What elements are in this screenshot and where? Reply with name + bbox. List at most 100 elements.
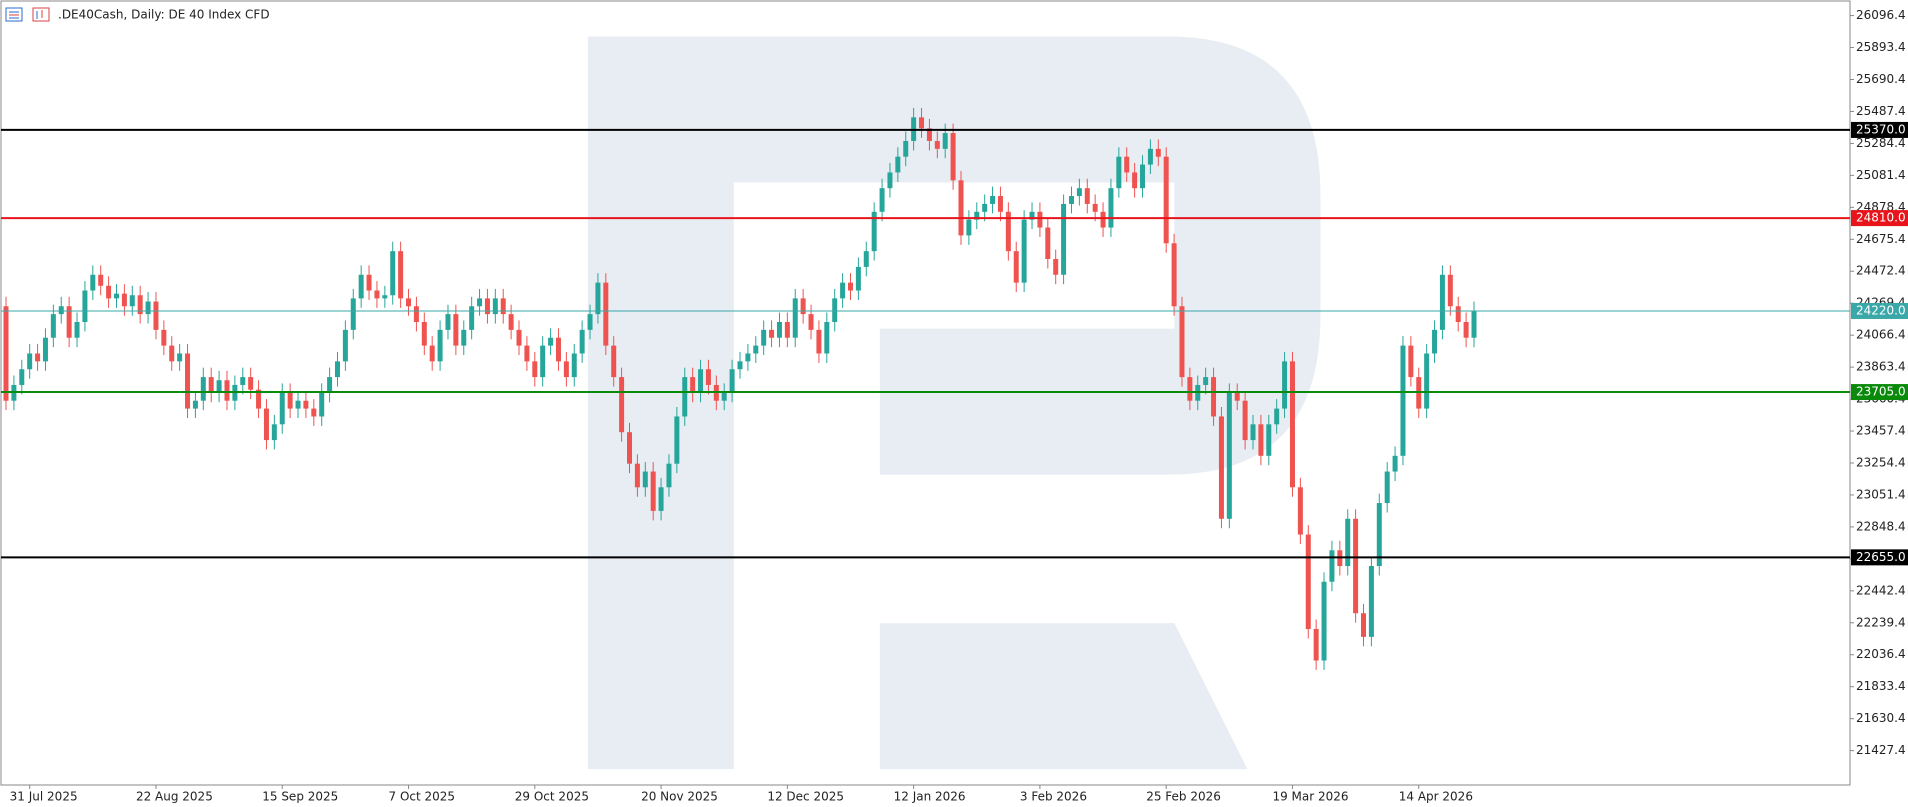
candle-body — [879, 188, 885, 212]
candle-body — [1274, 408, 1280, 425]
candle-body — [1384, 471, 1390, 504]
candle-body — [705, 369, 711, 385]
candle-body — [303, 400, 309, 409]
y-tick-label: 21427.4 — [1856, 743, 1906, 757]
candle-body — [895, 156, 901, 173]
candle-body — [1124, 156, 1130, 173]
candle-body — [729, 369, 735, 393]
candle-body — [327, 377, 333, 393]
candle-body — [571, 353, 577, 378]
candle-body — [1061, 203, 1067, 275]
y-tick-label: 21630.4 — [1856, 711, 1906, 725]
x-tick-label: 12 Dec 2025 — [767, 790, 844, 804]
y-tick-label: 26096.4 — [1856, 8, 1906, 22]
y-tick-label: 23254.4 — [1856, 455, 1906, 469]
x-tick-label: 15 Sep 2025 — [262, 790, 338, 804]
y-tick-label: 22848.4 — [1856, 519, 1906, 533]
candle-body — [74, 321, 80, 338]
candle-body — [666, 463, 672, 488]
candle-body — [1045, 227, 1051, 260]
price-level-label: 25370.0 — [1856, 122, 1906, 136]
candle-body — [1266, 424, 1272, 456]
candle-body — [200, 377, 206, 401]
watermark-leg — [879, 623, 1248, 770]
candle-body — [153, 301, 159, 330]
candle-body — [1471, 310, 1477, 338]
candle-body — [145, 301, 151, 315]
candle-body — [1005, 211, 1011, 252]
y-tick-label: 25893.4 — [1856, 40, 1906, 54]
y-tick-label: 25081.4 — [1856, 168, 1906, 182]
candle-body — [437, 329, 443, 362]
candle-body — [406, 298, 412, 307]
candle-body — [958, 180, 964, 236]
candle-body — [840, 282, 846, 299]
candle-body — [1211, 377, 1217, 417]
candle-body — [1029, 211, 1035, 220]
candle-body — [1013, 251, 1019, 283]
candle-body — [1140, 164, 1146, 189]
candle-body — [271, 424, 277, 441]
candle-body — [721, 392, 727, 401]
icon-chart — [32, 7, 50, 22]
price-level-label: 22655.0 — [1856, 550, 1906, 564]
candle-body — [413, 306, 419, 322]
candle-body — [358, 274, 364, 299]
watermark-r — [587, 36, 1321, 770]
candle-body — [587, 314, 593, 330]
candle-body — [579, 329, 585, 354]
price-level-label: 23705.0 — [1856, 385, 1906, 399]
y-tick-label: 23051.4 — [1856, 487, 1906, 501]
candle-body — [548, 337, 554, 346]
candle-body — [161, 329, 167, 346]
x-tick-label: 20 Nov 2025 — [641, 790, 718, 804]
candle-body — [753, 345, 759, 354]
candle-body — [42, 337, 48, 362]
x-tick-label: 3 Feb 2026 — [1020, 790, 1087, 804]
candle-body — [1234, 392, 1240, 401]
candle-body — [311, 408, 317, 417]
candle-body — [871, 211, 877, 252]
x-tick-label: 14 Apr 2026 — [1399, 790, 1473, 804]
candle-body — [177, 353, 183, 362]
chart-title: .DE40Cash, Daily: DE 40 Index CFD — [58, 8, 270, 22]
candle-body — [106, 285, 112, 299]
candle-body — [1037, 211, 1043, 228]
x-tick-label: 29 Oct 2025 — [515, 790, 589, 804]
candle-body — [256, 389, 262, 409]
y-tick-label: 25284.4 — [1856, 136, 1906, 150]
candle-body — [824, 321, 830, 354]
price-level-tag — [1851, 210, 1908, 227]
candle-body — [966, 219, 972, 236]
candle-body — [903, 140, 909, 157]
candle-body — [382, 295, 388, 299]
candle-body — [942, 133, 948, 149]
candle-body — [1432, 329, 1438, 354]
candle-body — [248, 377, 254, 390]
candle-body — [997, 196, 1003, 212]
candle-body — [516, 329, 522, 346]
candle-body — [761, 329, 767, 346]
candle-body — [832, 298, 838, 322]
candle-body — [1218, 416, 1224, 519]
candle-body — [1226, 392, 1232, 519]
y-tick-label: 25690.4 — [1856, 72, 1906, 86]
candle-body — [808, 314, 814, 330]
candle-body — [169, 345, 175, 362]
candle-body — [990, 196, 996, 204]
y-tick-label: 24675.4 — [1856, 232, 1906, 246]
watermark — [587, 36, 1321, 770]
candle-body — [1424, 353, 1430, 409]
candle-body — [642, 471, 648, 488]
candle-body — [469, 306, 475, 330]
candle-body — [366, 274, 372, 291]
candle-body — [1321, 581, 1327, 661]
candle-body — [934, 140, 940, 149]
candle-body — [611, 345, 617, 378]
candle-body — [690, 377, 696, 393]
candle-body — [66, 306, 72, 338]
x-tick-label: 19 Mar 2026 — [1272, 790, 1348, 804]
candle-body — [1392, 455, 1398, 472]
candle-body — [319, 392, 325, 417]
